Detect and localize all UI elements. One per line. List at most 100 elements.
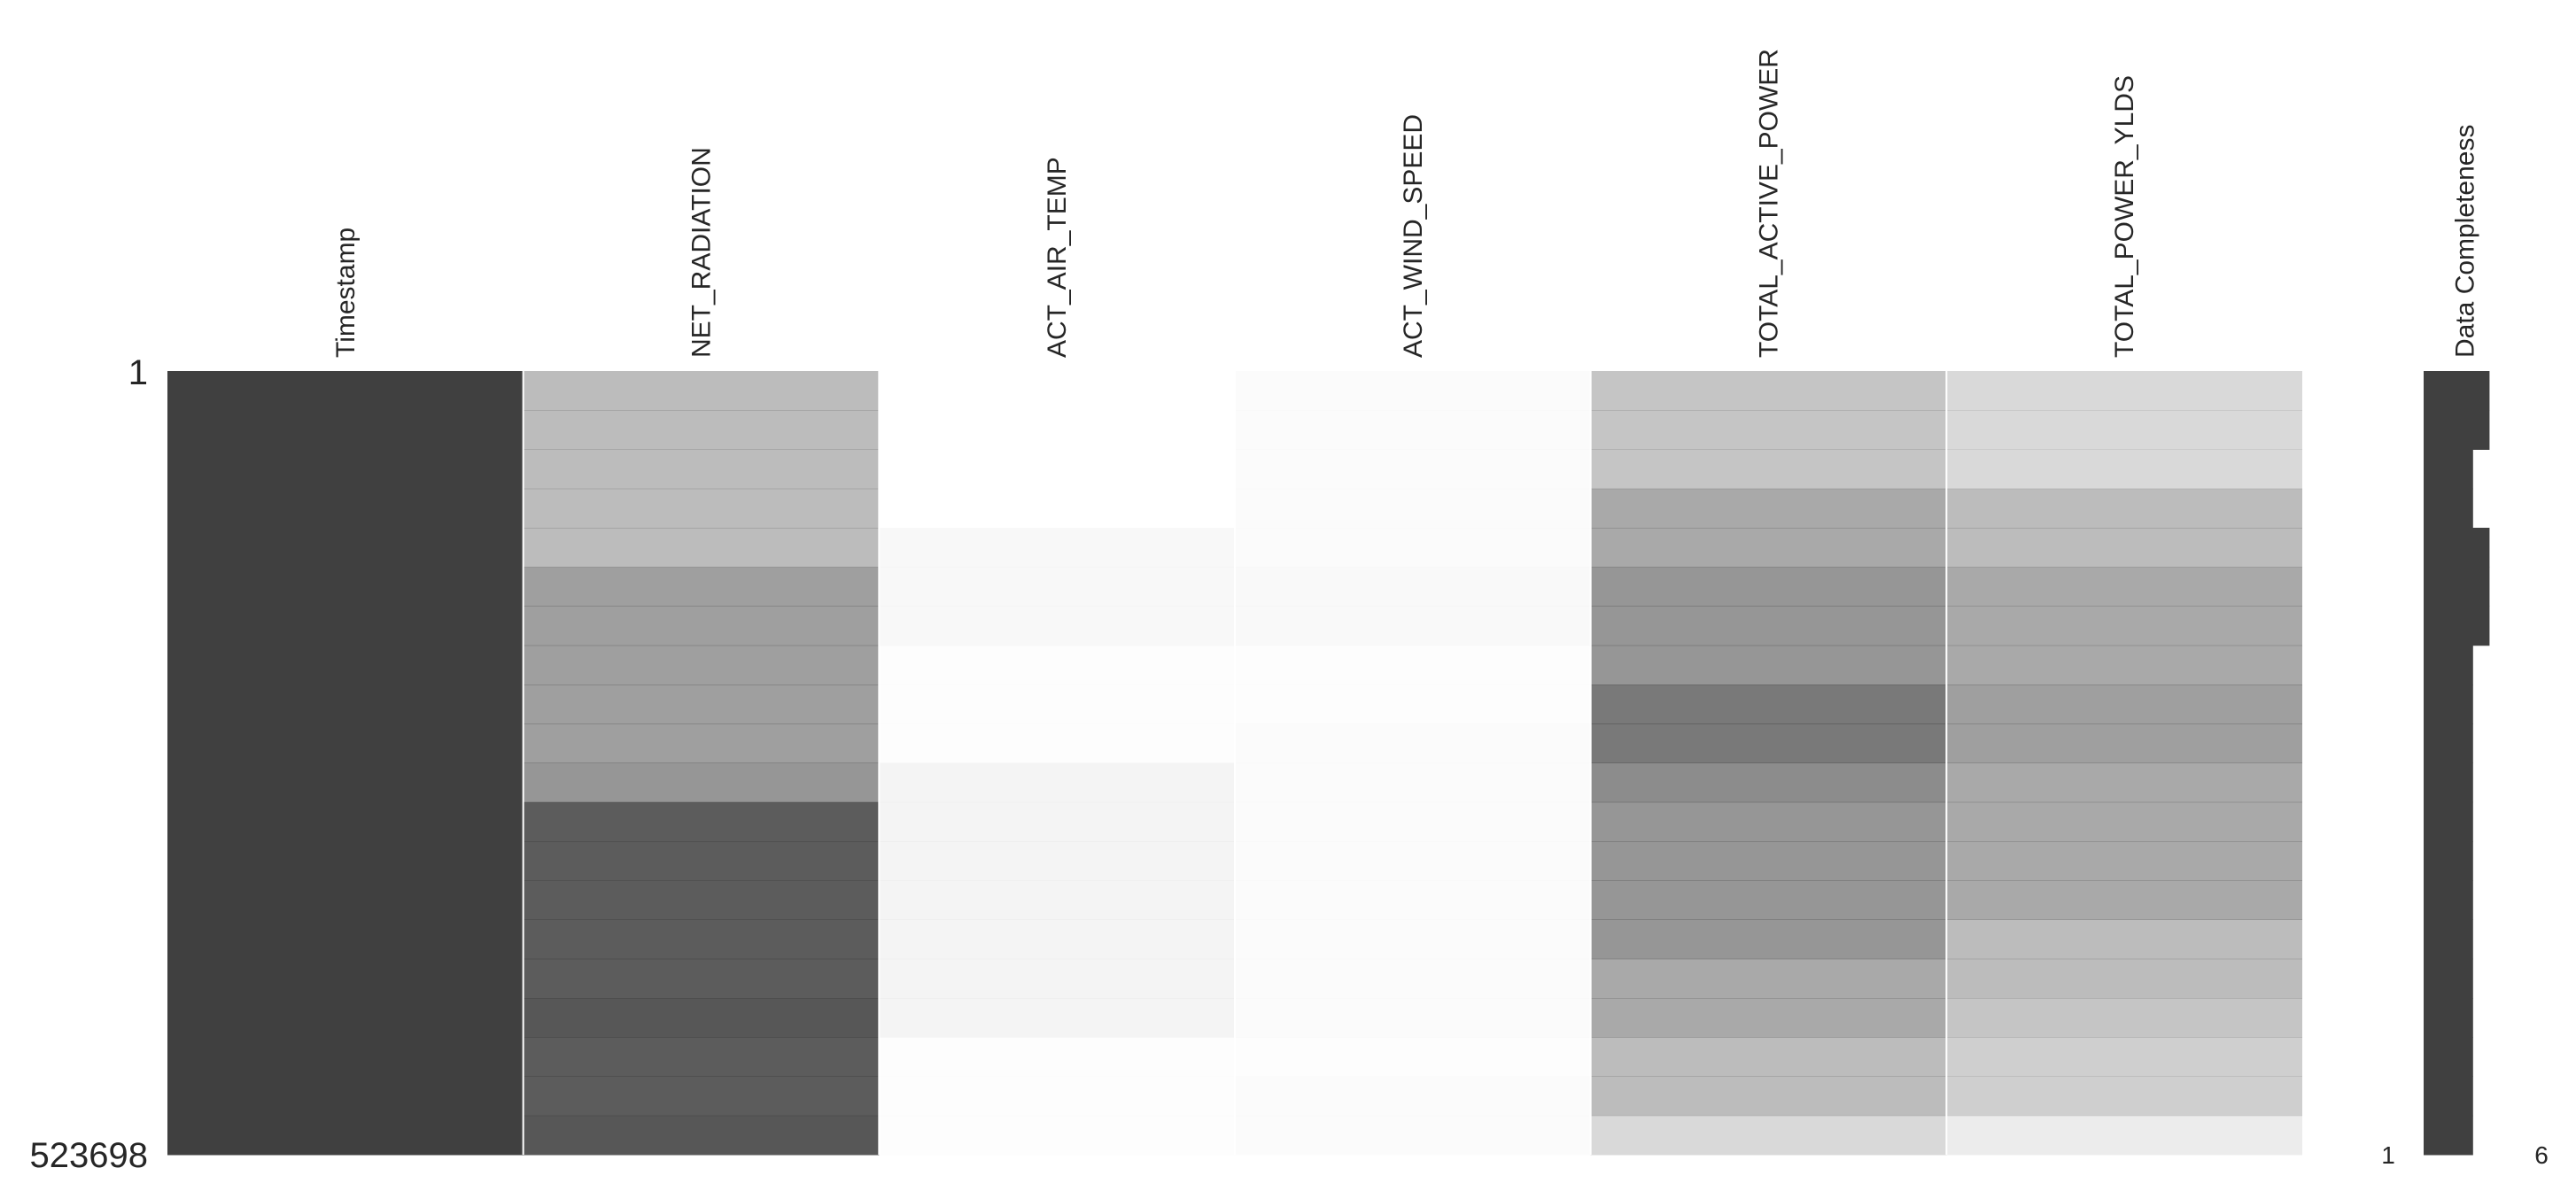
density-block — [1235, 920, 1591, 960]
density-block — [1946, 998, 2302, 1038]
density-block — [1590, 1115, 1947, 1156]
density-block — [1590, 880, 1947, 920]
completeness-bar — [2424, 1076, 2473, 1117]
density-block — [523, 723, 880, 763]
completeness-bar — [2424, 371, 2490, 411]
density-block — [1235, 567, 1591, 607]
column-label: TOTAL_ACTIVE_POWER — [1755, 49, 1784, 358]
density-block — [1946, 371, 2302, 411]
density-block — [879, 606, 1235, 646]
density-block — [1946, 684, 2302, 724]
density-block — [167, 841, 524, 881]
completeness-bar — [2424, 410, 2490, 450]
completeness-label: Data Completeness — [2451, 125, 2480, 358]
density-block — [1235, 723, 1591, 763]
completeness-bar — [2424, 449, 2473, 490]
column-label: NET_RADIATION — [687, 147, 717, 358]
density-block — [1235, 998, 1591, 1038]
completeness-bar — [2424, 801, 2473, 842]
density-block — [1946, 841, 2302, 881]
completeness-bar — [2424, 880, 2473, 920]
completeness-bar — [2424, 528, 2490, 568]
density-block — [1235, 489, 1591, 529]
density-block — [879, 450, 1235, 490]
density-block — [1590, 488, 1947, 529]
density-block — [523, 606, 880, 646]
density-block — [167, 567, 524, 607]
density-block — [1235, 450, 1591, 490]
density-block — [879, 762, 1235, 803]
density-block — [1235, 841, 1591, 881]
density-block — [1946, 645, 2302, 685]
completeness-max: 6 — [2534, 1141, 2549, 1169]
density-block — [167, 606, 524, 646]
density-block — [1235, 1116, 1591, 1156]
completeness-bar — [2424, 998, 2473, 1038]
density-block — [1946, 762, 2302, 803]
completeness-bar — [2424, 958, 2473, 999]
completeness-bar — [2424, 606, 2490, 646]
density-block — [167, 762, 524, 803]
density-block — [1590, 1037, 1947, 1077]
density-block — [1590, 528, 1947, 568]
density-block — [167, 684, 524, 724]
density-block — [1946, 528, 2302, 568]
density-block — [879, 684, 1235, 724]
density-block — [523, 567, 880, 607]
density-block — [1590, 567, 1947, 607]
density-block — [1590, 998, 1947, 1038]
density-block — [879, 528, 1235, 568]
density-block — [1946, 449, 2302, 490]
completeness-bar — [2424, 762, 2473, 803]
density-block — [1590, 606, 1947, 646]
density-block — [1946, 567, 2302, 607]
density-block — [167, 528, 524, 568]
density-block — [879, 489, 1235, 529]
density-block — [167, 919, 524, 960]
density-block — [167, 449, 524, 490]
completeness-bar — [2424, 684, 2473, 724]
completeness-bar — [2424, 919, 2473, 960]
density-block — [1235, 528, 1591, 568]
density-block — [1235, 646, 1591, 685]
density-block — [167, 488, 524, 529]
density-block — [167, 371, 524, 411]
density-block — [879, 958, 1235, 999]
density-block — [167, 1037, 524, 1077]
completeness-bar — [2424, 723, 2473, 763]
density-block — [1235, 607, 1591, 646]
density-block — [1235, 802, 1591, 842]
density-block — [523, 1076, 880, 1117]
density-block — [1590, 684, 1947, 724]
density-block — [879, 1077, 1235, 1117]
density-block — [167, 998, 524, 1038]
column-label: Timestamp — [331, 228, 361, 358]
density-block — [1946, 410, 2302, 450]
density-block — [1235, 880, 1591, 920]
density-block — [879, 723, 1235, 763]
density-block — [523, 645, 880, 685]
completeness-bar — [2424, 1037, 2473, 1077]
density-block — [1590, 919, 1947, 960]
row-label: 523698 — [30, 1136, 148, 1175]
density-block — [523, 919, 880, 960]
density-block — [1235, 684, 1591, 724]
density-block — [879, 998, 1235, 1038]
density-block — [1946, 1076, 2302, 1117]
density-block — [879, 371, 1235, 411]
density-block — [523, 801, 880, 842]
density-block — [167, 801, 524, 842]
density-block — [879, 801, 1235, 842]
density-block — [1235, 410, 1591, 450]
density-block — [1235, 763, 1591, 803]
density-block — [1235, 1037, 1591, 1077]
density-block — [167, 1115, 524, 1156]
density-block — [879, 646, 1235, 685]
density-block — [167, 880, 524, 920]
density-block — [879, 880, 1235, 920]
density-block — [1946, 488, 2302, 529]
completeness-min: 1 — [2381, 1141, 2395, 1169]
density-block — [1946, 919, 2302, 960]
